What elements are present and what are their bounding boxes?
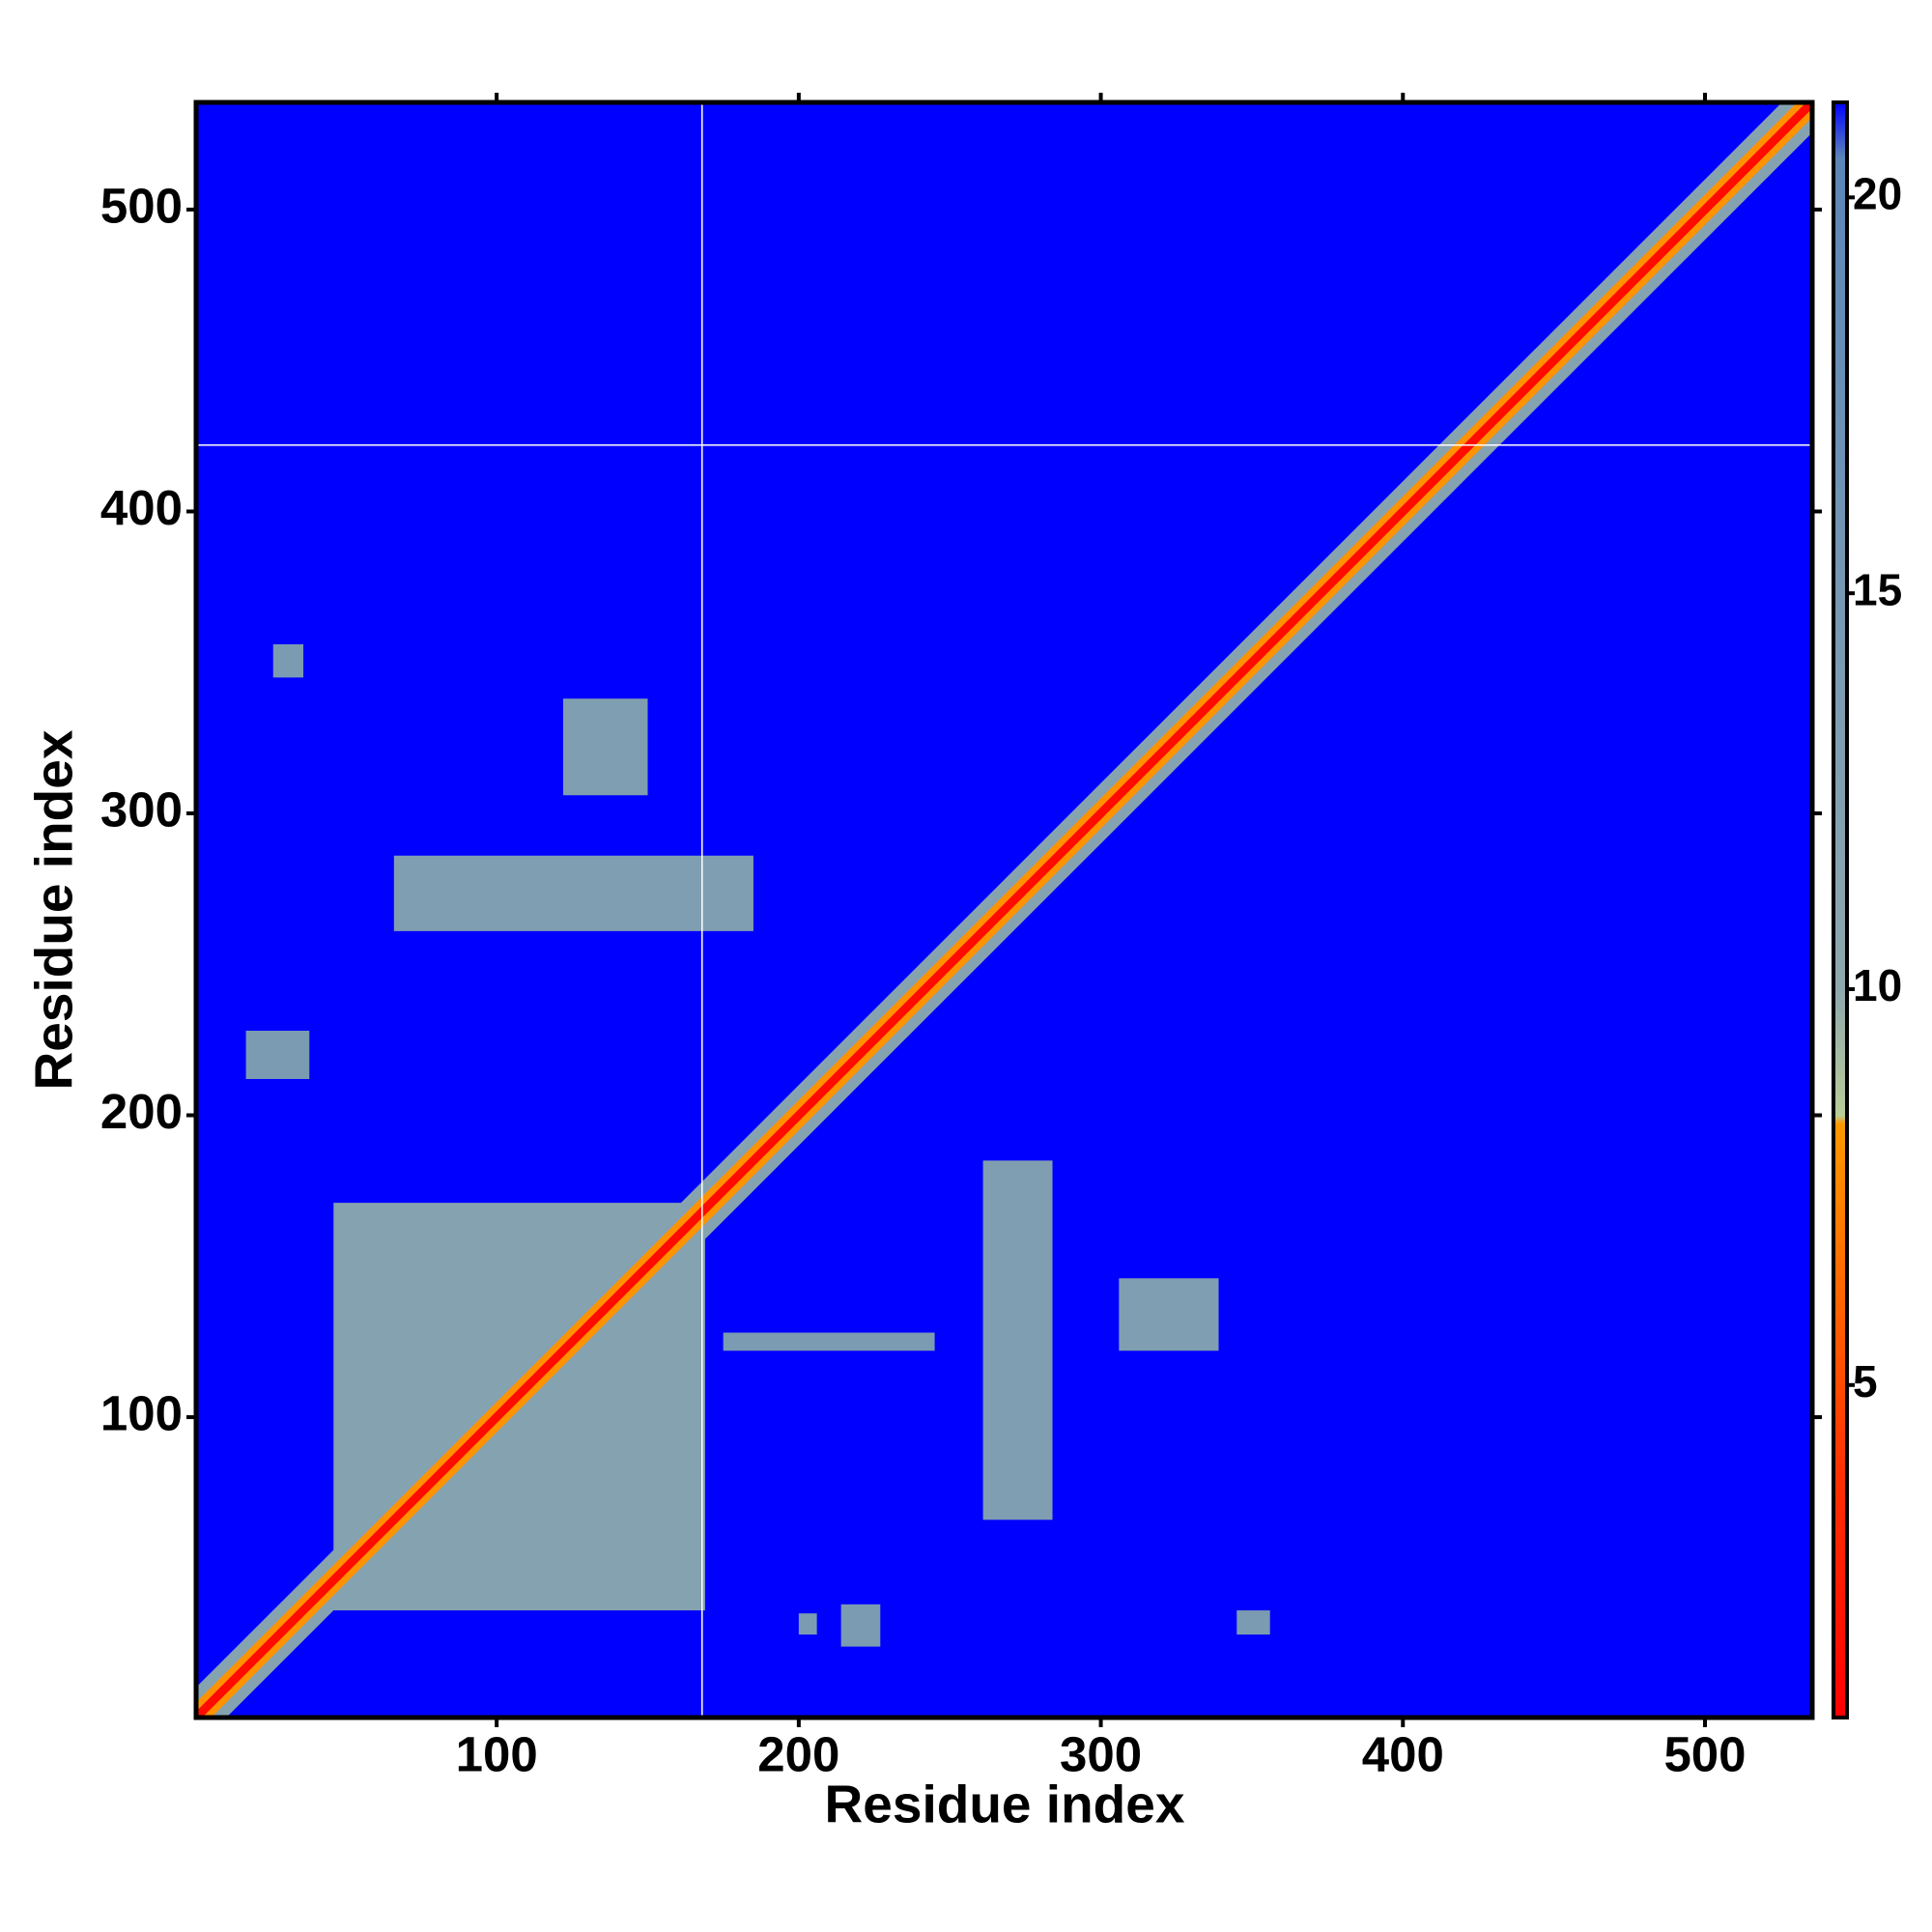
y-tick-label: 300 bbox=[100, 781, 183, 837]
heatmap-patch bbox=[562, 698, 648, 796]
heatmap-patch bbox=[982, 1160, 1053, 1520]
x-tick-label: 400 bbox=[1362, 1726, 1444, 1781]
colorbar-tick-label: 5 bbox=[1853, 1356, 1878, 1406]
plot-area bbox=[196, 102, 1812, 1718]
plot-frame bbox=[193, 99, 1815, 1720]
diagonal-band bbox=[197, 102, 1811, 1718]
y-tick-label: 500 bbox=[100, 178, 183, 233]
x-axis-title: Residue index bbox=[825, 1775, 1185, 1834]
y-tick-label: 400 bbox=[100, 480, 183, 535]
heatmap-patch bbox=[245, 1031, 310, 1080]
heatmap-patch bbox=[723, 1332, 935, 1351]
x-tick-label: 500 bbox=[1663, 1726, 1746, 1781]
heatmap-patch bbox=[272, 643, 304, 678]
y-tick-label: 200 bbox=[100, 1084, 183, 1139]
heatmap-patch bbox=[1236, 1610, 1270, 1635]
colorbar-tick-label: 10 bbox=[1853, 960, 1902, 1010]
heatmap-patch bbox=[393, 855, 753, 931]
y-tick-label: 100 bbox=[100, 1386, 183, 1441]
axes: 100 200 300 400 500 100 200 300 400 500 5 10 15 20 bbox=[100, 93, 1902, 1781]
x-tick-label: 100 bbox=[456, 1726, 538, 1781]
x-tick-label: 300 bbox=[1060, 1726, 1142, 1781]
heatmap-patch bbox=[798, 1613, 817, 1635]
colorbar bbox=[1832, 100, 1849, 1719]
x-tick-label: 200 bbox=[757, 1726, 839, 1781]
colorbar-tick-label: 20 bbox=[1853, 169, 1902, 219]
heatmap-patch bbox=[840, 1604, 881, 1647]
y-axis-title: Residue index bbox=[24, 729, 84, 1090]
heatmap-patch bbox=[1119, 1278, 1219, 1351]
colorbar-tick-label: 15 bbox=[1853, 564, 1902, 614]
